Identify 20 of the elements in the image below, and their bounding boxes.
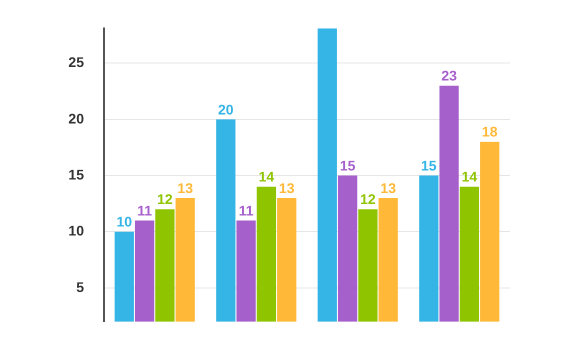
data-label: 11 xyxy=(137,202,152,218)
data-label: 13 xyxy=(177,180,194,196)
y-tick-label: 25 xyxy=(68,54,84,70)
data-label: 23 xyxy=(441,68,458,84)
data-label: 13 xyxy=(380,180,396,196)
data-label: 12 xyxy=(360,191,376,208)
data-label: 15 xyxy=(340,157,356,174)
data-label: 14 xyxy=(258,168,274,185)
y-tick-label: 5 xyxy=(76,278,84,295)
data-label: 10 xyxy=(116,214,132,230)
data-label: 13 xyxy=(278,180,295,196)
data-label: 14 xyxy=(462,168,478,185)
data-label: 11 xyxy=(238,202,254,218)
data-label: 18 xyxy=(482,124,498,140)
data-label: 15 xyxy=(421,157,437,174)
data-label: 20 xyxy=(218,101,234,118)
y-tick-label: 20 xyxy=(68,110,84,126)
y-tick-label: 15 xyxy=(68,166,84,182)
data-label: 12 xyxy=(157,191,173,208)
y-tick-label: 10 xyxy=(68,222,84,239)
